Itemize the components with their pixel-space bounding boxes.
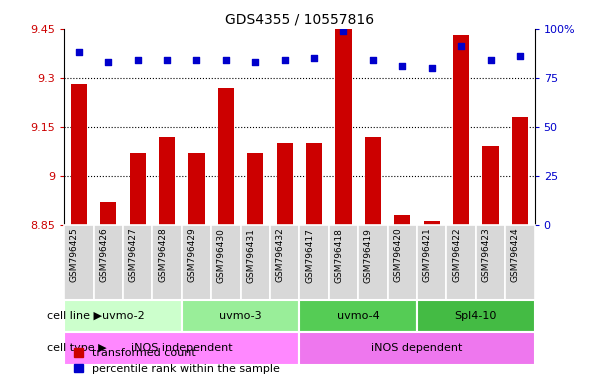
- FancyBboxPatch shape: [64, 300, 182, 332]
- FancyBboxPatch shape: [447, 225, 476, 300]
- Text: iNOS independent: iNOS independent: [131, 343, 233, 354]
- Point: [280, 57, 290, 63]
- Bar: [277, 143, 293, 225]
- Legend: transformed count, percentile rank within the sample: transformed count, percentile rank withi…: [70, 344, 284, 379]
- Text: iNOS dependent: iNOS dependent: [371, 343, 463, 354]
- Point: [162, 57, 172, 63]
- Bar: [453, 35, 469, 225]
- FancyBboxPatch shape: [211, 225, 241, 300]
- Bar: [188, 153, 205, 225]
- Text: GSM796424: GSM796424: [511, 228, 520, 282]
- Point: [251, 59, 260, 65]
- FancyBboxPatch shape: [299, 225, 329, 300]
- FancyBboxPatch shape: [241, 225, 270, 300]
- FancyBboxPatch shape: [387, 225, 417, 300]
- Text: GSM796427: GSM796427: [129, 228, 137, 282]
- FancyBboxPatch shape: [93, 225, 123, 300]
- Point: [103, 59, 113, 65]
- Point: [427, 65, 437, 71]
- Text: cell line ▶: cell line ▶: [46, 311, 101, 321]
- Title: GDS4355 / 10557816: GDS4355 / 10557816: [225, 12, 374, 26]
- Text: uvmo-2: uvmo-2: [101, 311, 144, 321]
- FancyBboxPatch shape: [64, 225, 93, 300]
- Text: GSM796422: GSM796422: [452, 228, 461, 282]
- FancyBboxPatch shape: [505, 225, 535, 300]
- Bar: [335, 29, 351, 225]
- Point: [368, 57, 378, 63]
- FancyBboxPatch shape: [182, 300, 299, 332]
- Bar: [394, 215, 411, 225]
- Text: cell type ▶: cell type ▶: [46, 343, 106, 354]
- FancyBboxPatch shape: [358, 225, 387, 300]
- Bar: [218, 88, 234, 225]
- Point: [486, 57, 496, 63]
- Text: GSM796423: GSM796423: [481, 228, 491, 282]
- Point: [133, 57, 142, 63]
- FancyBboxPatch shape: [417, 300, 535, 332]
- Text: GSM796432: GSM796432: [276, 228, 285, 282]
- FancyBboxPatch shape: [329, 225, 358, 300]
- Point: [74, 49, 84, 55]
- Bar: [365, 136, 381, 225]
- FancyBboxPatch shape: [299, 332, 535, 365]
- FancyBboxPatch shape: [270, 225, 299, 300]
- FancyBboxPatch shape: [64, 332, 299, 365]
- Point: [192, 57, 202, 63]
- Bar: [423, 221, 440, 225]
- Text: GSM796428: GSM796428: [158, 228, 167, 282]
- FancyBboxPatch shape: [299, 300, 417, 332]
- Text: GSM796421: GSM796421: [423, 228, 432, 282]
- Text: GSM796431: GSM796431: [246, 228, 255, 283]
- Text: GSM796418: GSM796418: [334, 228, 343, 283]
- Point: [515, 53, 525, 59]
- Bar: [100, 202, 116, 225]
- Text: GSM796429: GSM796429: [188, 228, 197, 282]
- Text: uvmo-4: uvmo-4: [337, 311, 379, 321]
- Point: [338, 28, 348, 34]
- FancyBboxPatch shape: [476, 225, 505, 300]
- Text: GSM796425: GSM796425: [70, 228, 79, 282]
- Point: [397, 63, 407, 69]
- Text: GSM796417: GSM796417: [305, 228, 314, 283]
- Text: uvmo-3: uvmo-3: [219, 311, 262, 321]
- Bar: [483, 146, 499, 225]
- Bar: [71, 84, 87, 225]
- Point: [456, 43, 466, 50]
- Bar: [512, 117, 528, 225]
- FancyBboxPatch shape: [123, 225, 152, 300]
- Text: GSM796420: GSM796420: [393, 228, 402, 282]
- FancyBboxPatch shape: [417, 225, 447, 300]
- Point: [309, 55, 319, 61]
- Bar: [159, 136, 175, 225]
- Text: GSM796419: GSM796419: [364, 228, 373, 283]
- Point: [221, 57, 231, 63]
- FancyBboxPatch shape: [152, 225, 182, 300]
- FancyBboxPatch shape: [182, 225, 211, 300]
- Bar: [130, 153, 146, 225]
- Bar: [247, 153, 263, 225]
- Bar: [306, 143, 322, 225]
- Text: Spl4-10: Spl4-10: [455, 311, 497, 321]
- Text: GSM796426: GSM796426: [99, 228, 108, 282]
- Text: GSM796430: GSM796430: [217, 228, 226, 283]
